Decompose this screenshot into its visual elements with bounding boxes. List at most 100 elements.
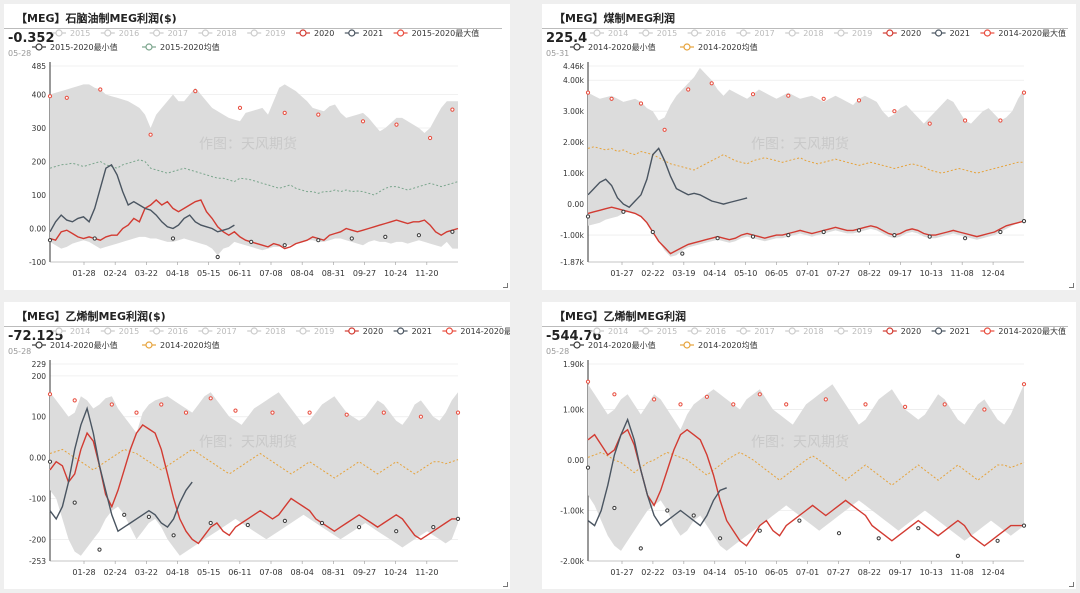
legend-label[interactable]: 2021	[950, 327, 970, 336]
max-point	[64, 95, 69, 100]
legend-label[interactable]: 2016	[706, 327, 726, 336]
resize-handle[interactable]	[1069, 283, 1074, 288]
max-point	[704, 394, 709, 399]
max-point	[47, 392, 53, 397]
min-point	[876, 536, 881, 541]
legend-label[interactable]: 2015-2020均值	[160, 42, 220, 52]
legend-label[interactable]: 2017	[216, 327, 236, 336]
min-point	[47, 238, 53, 243]
min-point	[757, 528, 762, 533]
legend-label[interactable]: 2014-2020最大值	[998, 28, 1066, 38]
max-point	[892, 109, 897, 114]
legend-label[interactable]: 2018	[803, 29, 823, 38]
legend-marker	[397, 29, 405, 37]
legend-icon	[834, 29, 848, 37]
panel-ethylene-meg: 【MEG】乙烯制MEG利润 -544.76 05-28 2014 2015 2016…	[542, 302, 1076, 589]
y-tick-label: 1.90k	[563, 360, 585, 369]
legend-label[interactable]: 2019	[314, 327, 334, 336]
legend-marker	[788, 29, 796, 37]
max-point	[585, 379, 591, 384]
legend-label[interactable]: 2017	[754, 29, 774, 38]
legend-label[interactable]: 2015-2020最大值	[412, 28, 480, 38]
legend-marker	[250, 327, 258, 335]
legend-label[interactable]: 2015	[657, 29, 677, 38]
legend-label[interactable]: 2020	[901, 327, 921, 336]
legend-marker	[788, 327, 796, 335]
legend-label[interactable]: 2018	[803, 327, 823, 336]
y-tick-label: 0.00	[29, 454, 46, 463]
x-tick-label: 09-27	[353, 269, 376, 278]
legend-label[interactable]: 2019	[265, 29, 285, 38]
legend-label[interactable]: 2020	[363, 327, 383, 336]
y-tick-label: 200	[32, 157, 47, 166]
legend-label[interactable]: 2021	[363, 29, 383, 38]
max-point	[72, 398, 77, 403]
legend-label[interactable]: 2020	[901, 29, 921, 38]
legend-label[interactable]: 2014	[608, 29, 628, 38]
y-tick-label: 200	[32, 372, 47, 381]
legend-label[interactable]: 2014-2020均值	[160, 340, 220, 350]
min-point	[995, 538, 1000, 543]
max-point	[282, 110, 287, 116]
legend-label[interactable]: 2014-2020最大值	[998, 326, 1066, 336]
legend-label[interactable]: 2015	[657, 327, 677, 336]
legend-label[interactable]: 2019	[852, 29, 872, 38]
legend-label[interactable]: 2018	[216, 29, 236, 38]
min-point	[72, 500, 77, 505]
legend-label[interactable]: 2014-2020均值	[698, 340, 758, 350]
x-tick-label: 07-01	[796, 269, 819, 278]
legend-label[interactable]: 2015	[70, 29, 90, 38]
legend-label[interactable]: 2017	[754, 327, 774, 336]
x-tick-label: 02-24	[104, 269, 127, 278]
x-tick-label: 10-24	[384, 269, 407, 278]
legend-label[interactable]: 2018	[265, 327, 285, 336]
legend-marker	[642, 29, 650, 37]
max-point	[686, 87, 691, 92]
legend-label[interactable]: 2014-2020最小值	[588, 340, 656, 350]
legend-label[interactable]: 2016	[706, 29, 726, 38]
series-2021-line	[587, 417, 727, 527]
min-point	[316, 238, 321, 243]
min-point	[146, 514, 151, 519]
max-point	[731, 402, 736, 407]
legend-label[interactable]: 2021	[412, 327, 432, 336]
x-tick-label: 10-13	[920, 568, 943, 577]
legend-icon	[149, 327, 164, 335]
max-point	[109, 402, 114, 407]
x-tick-label: 11-20	[415, 568, 438, 577]
x-tick-label: 11-08	[951, 568, 974, 577]
x-tick-label: 07-27	[827, 568, 850, 577]
legend-label[interactable]: 2017	[168, 29, 188, 38]
legend-label[interactable]: 2014-2020最小值	[50, 340, 118, 350]
legend-label[interactable]: 2019	[852, 327, 872, 336]
max-point	[757, 392, 762, 397]
legend-label[interactable]: 2014-2020最大值	[460, 326, 510, 336]
legend-label[interactable]: 2020	[314, 29, 334, 38]
max-point	[237, 105, 243, 111]
legend-icon	[52, 29, 66, 37]
y-tick-label: 1.00k	[563, 405, 585, 414]
legend-label[interactable]: 2021	[950, 29, 970, 38]
legend-marker	[593, 327, 601, 335]
legend-label[interactable]: 2016	[119, 29, 139, 38]
resize-handle[interactable]	[503, 582, 508, 587]
legend-label[interactable]: 2014-2020均值	[698, 42, 758, 52]
legend-label[interactable]: 2015-2020最小值	[50, 42, 118, 52]
range-band	[588, 384, 1024, 551]
resize-handle[interactable]	[503, 283, 508, 288]
legend-icon	[344, 327, 359, 335]
latest-date: 05-28	[546, 347, 570, 356]
legend-icon	[149, 29, 164, 37]
legend-label[interactable]: 2014	[70, 327, 90, 336]
legend-label[interactable]: 2014	[608, 327, 628, 336]
legend-label[interactable]: 2015	[119, 327, 139, 336]
min-point	[715, 236, 720, 241]
legend-label[interactable]: 2016	[168, 327, 188, 336]
legend-marker	[739, 327, 747, 335]
x-tick-label: 02-24	[104, 568, 127, 577]
min-point	[1021, 219, 1027, 224]
legend-label[interactable]: 2014-2020最小值	[588, 42, 656, 52]
resize-handle[interactable]	[1069, 582, 1074, 587]
max-point	[159, 402, 164, 407]
legend-marker	[299, 327, 307, 335]
